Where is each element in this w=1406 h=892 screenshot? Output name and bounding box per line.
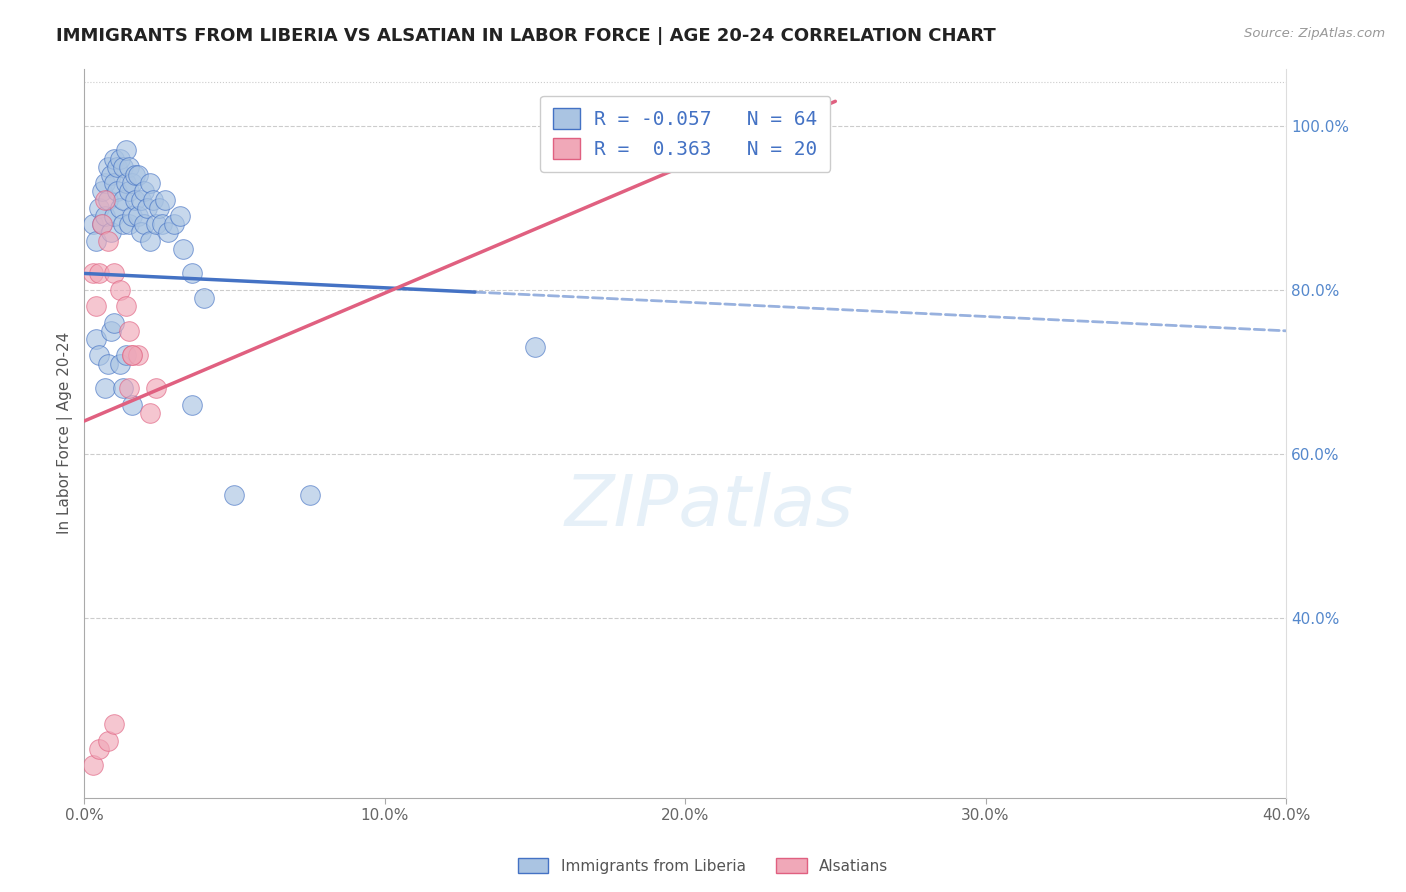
Point xyxy=(84,332,107,346)
Point xyxy=(523,340,546,354)
Point xyxy=(172,242,194,256)
Point xyxy=(118,381,141,395)
Point xyxy=(127,209,149,223)
Point xyxy=(82,217,104,231)
Point xyxy=(121,176,143,190)
Point xyxy=(142,193,165,207)
Text: IMMIGRANTS FROM LIBERIA VS ALSATIAN IN LABOR FORCE | AGE 20-24 CORRELATION CHART: IMMIGRANTS FROM LIBERIA VS ALSATIAN IN L… xyxy=(56,27,995,45)
Point xyxy=(94,193,117,207)
Point xyxy=(193,291,215,305)
Point xyxy=(145,217,167,231)
Legend: Immigrants from Liberia, Alsatians: Immigrants from Liberia, Alsatians xyxy=(512,852,894,880)
Point xyxy=(110,201,132,215)
Point xyxy=(91,185,114,199)
Y-axis label: In Labor Force | Age 20-24: In Labor Force | Age 20-24 xyxy=(58,332,73,534)
Point xyxy=(97,160,120,174)
Point xyxy=(152,217,174,231)
Point xyxy=(134,217,156,231)
Point xyxy=(115,299,138,313)
Point xyxy=(115,144,138,158)
Point xyxy=(124,193,146,207)
Point xyxy=(82,758,104,772)
Point xyxy=(139,406,162,420)
Point xyxy=(298,488,321,502)
Point xyxy=(100,324,122,338)
Point xyxy=(134,185,156,199)
Text: ZIPatlas: ZIPatlas xyxy=(565,472,853,541)
Point xyxy=(89,267,111,281)
Point xyxy=(139,176,162,190)
Point xyxy=(169,209,191,223)
Point xyxy=(118,217,141,231)
Point xyxy=(110,152,132,166)
Point xyxy=(112,381,135,395)
Point xyxy=(224,488,246,502)
Point xyxy=(103,717,125,731)
Text: Source: ZipAtlas.com: Source: ZipAtlas.com xyxy=(1244,27,1385,40)
Point xyxy=(121,348,143,362)
Point xyxy=(127,348,149,362)
Point xyxy=(91,217,114,231)
Point xyxy=(100,226,122,240)
Point xyxy=(110,357,132,371)
Point xyxy=(118,160,141,174)
Point xyxy=(97,193,120,207)
Point xyxy=(131,193,153,207)
Point xyxy=(97,733,120,747)
Point xyxy=(105,160,128,174)
Point xyxy=(148,201,170,215)
Point xyxy=(94,381,117,395)
Point xyxy=(89,742,111,756)
Point xyxy=(97,357,120,371)
Point xyxy=(103,152,125,166)
Point xyxy=(94,176,117,190)
Point xyxy=(97,234,120,248)
Point xyxy=(163,217,186,231)
Point xyxy=(84,234,107,248)
Point xyxy=(181,398,204,412)
Point xyxy=(124,168,146,182)
Point xyxy=(155,193,177,207)
Point xyxy=(115,348,138,362)
Point xyxy=(112,193,135,207)
Point xyxy=(145,381,167,395)
Point xyxy=(112,160,135,174)
Point xyxy=(127,168,149,182)
Legend: R = -0.057   N = 64, R =  0.363   N = 20: R = -0.057 N = 64, R = 0.363 N = 20 xyxy=(540,95,830,172)
Point xyxy=(118,185,141,199)
Point xyxy=(82,267,104,281)
Point xyxy=(94,209,117,223)
Point xyxy=(100,168,122,182)
Point xyxy=(115,176,138,190)
Point xyxy=(181,267,204,281)
Point xyxy=(121,209,143,223)
Point xyxy=(84,299,107,313)
Point xyxy=(103,267,125,281)
Point xyxy=(112,217,135,231)
Point xyxy=(157,226,180,240)
Point xyxy=(105,185,128,199)
Point xyxy=(89,201,111,215)
Point xyxy=(91,217,114,231)
Point xyxy=(110,283,132,297)
Point xyxy=(118,324,141,338)
Point xyxy=(89,348,111,362)
Point xyxy=(136,201,159,215)
Point xyxy=(121,348,143,362)
Point xyxy=(139,234,162,248)
Point xyxy=(103,176,125,190)
Point xyxy=(131,226,153,240)
Point xyxy=(103,209,125,223)
Point xyxy=(121,398,143,412)
Point xyxy=(103,316,125,330)
